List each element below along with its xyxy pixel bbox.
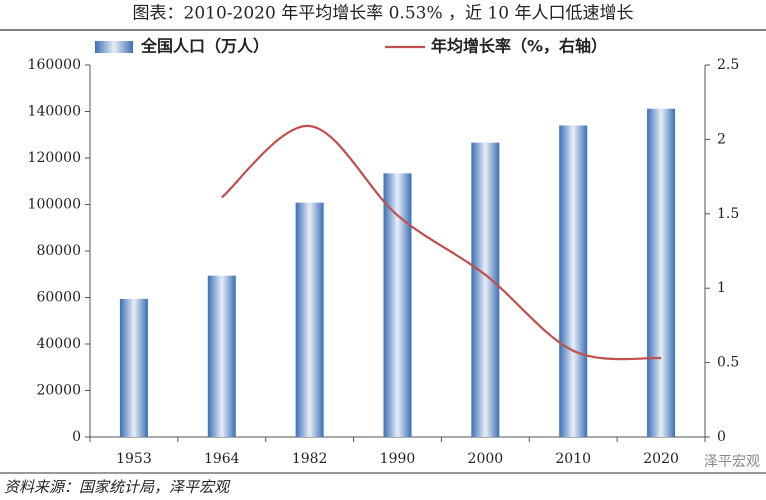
y-tick-label: 60000: [36, 290, 81, 306]
y-tick-label: 160000: [28, 57, 81, 73]
y-tick-label: 80000: [36, 243, 81, 259]
y-tick-label: 120000: [28, 150, 81, 166]
bar: [119, 298, 148, 437]
y-tick-label: 100000: [28, 197, 81, 213]
x-tick-label: 2000: [468, 451, 504, 467]
bar: [559, 125, 588, 437]
legend-swatch: [95, 41, 133, 53]
source-note: 资料来源：国家统计局，泽平宏观: [4, 478, 231, 496]
bar: [471, 142, 500, 437]
x-tick-label: 2010: [555, 451, 591, 467]
y2-tick-label: 0.5: [717, 355, 739, 371]
x-tick-label: 2020: [643, 451, 679, 467]
legend-label: 年均增长率（%，右轴）: [431, 37, 607, 56]
watermark: 泽平宏观: [704, 454, 760, 470]
legend-label: 全国人口（万人）: [140, 37, 269, 56]
y-tick-label: 40000: [36, 336, 81, 352]
y-tick-label: 140000: [28, 104, 81, 120]
y2-tick-label: 2.5: [717, 57, 739, 73]
bar: [647, 108, 676, 438]
x-tick-label: 1982: [292, 451, 328, 467]
y2-tick-label: 2: [717, 131, 726, 147]
x-tick-label: 1964: [204, 451, 240, 467]
y-tick-label: 0: [72, 429, 81, 445]
bar: [207, 275, 236, 437]
chart-title: 图表：2010-2020 年平均增长率 0.53% ，近 10 年人口低速增长: [133, 4, 634, 24]
x-tick-label: 1990: [380, 451, 416, 467]
growth-line: [221, 124, 662, 361]
bar: [295, 202, 324, 437]
bar: [383, 173, 412, 437]
y2-tick-label: 0: [717, 429, 726, 445]
y2-tick-label: 1.5: [717, 206, 739, 222]
y2-tick-label: 1: [717, 280, 726, 296]
y-tick-label: 20000: [36, 383, 81, 399]
x-tick-label: 1953: [116, 451, 152, 467]
